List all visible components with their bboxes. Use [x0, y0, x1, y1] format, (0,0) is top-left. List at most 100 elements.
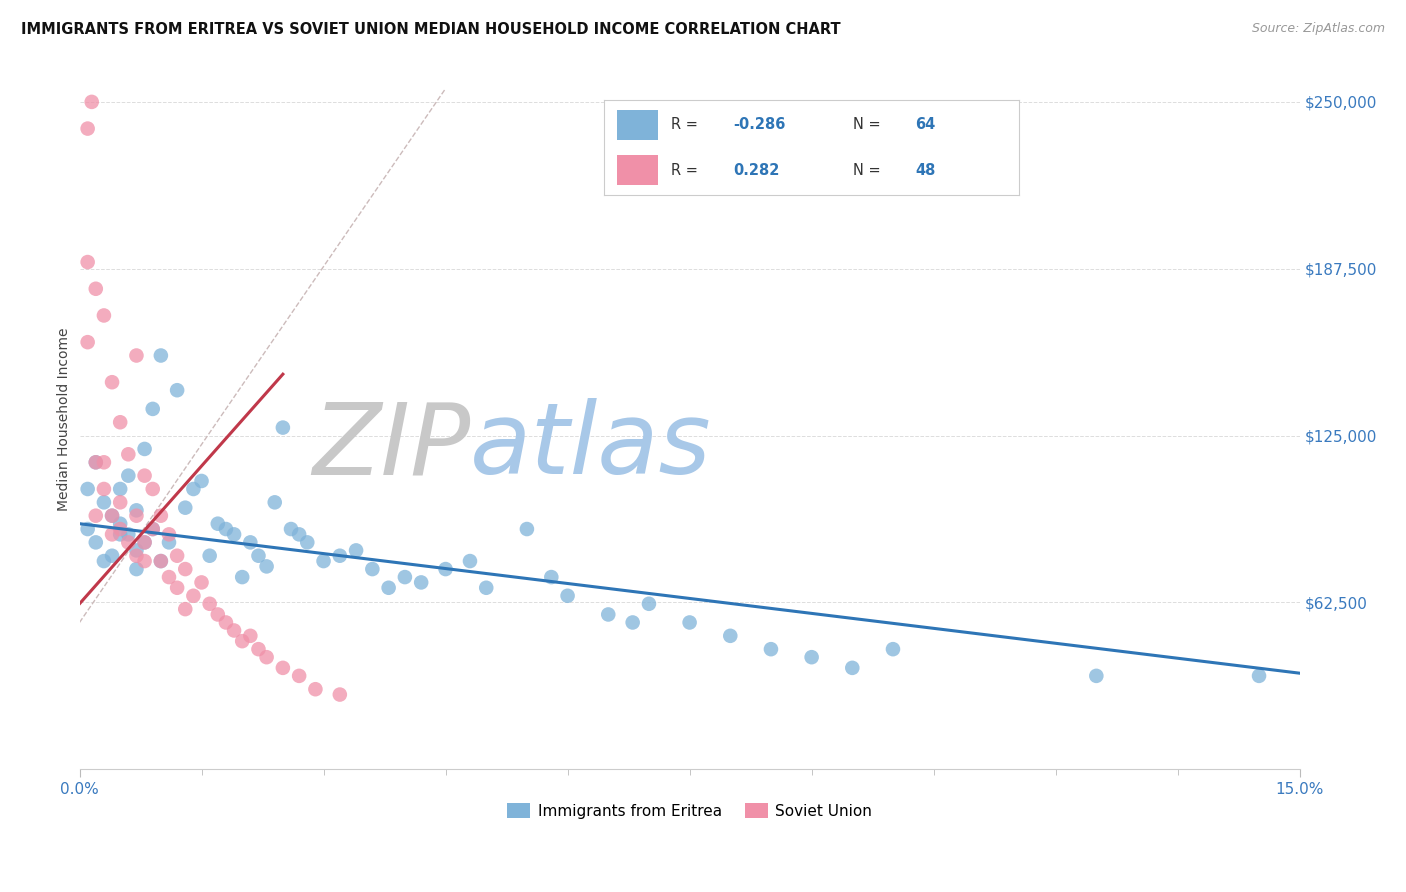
- Point: [215, 615, 238, 630]
- Point: [174, 562, 197, 576]
- Point: [76, 255, 98, 269]
- Point: [231, 634, 253, 648]
- Point: [222, 527, 245, 541]
- Point: [117, 468, 139, 483]
- Point: [263, 495, 285, 509]
- Point: [84, 508, 107, 523]
- Point: [1247, 669, 1270, 683]
- Point: [882, 642, 904, 657]
- Point: [76, 482, 98, 496]
- Point: [125, 503, 148, 517]
- Point: [800, 650, 823, 665]
- Point: [198, 549, 221, 563]
- Point: [108, 415, 131, 429]
- Point: [93, 554, 115, 568]
- Point: [125, 562, 148, 576]
- Text: IMMIGRANTS FROM ERITREA VS SOVIET UNION MEDIAN HOUSEHOLD INCOME CORRELATION CHAR: IMMIGRANTS FROM ERITREA VS SOVIET UNION …: [21, 22, 841, 37]
- Point: [134, 442, 156, 456]
- Point: [101, 508, 124, 523]
- Point: [271, 661, 294, 675]
- Point: [312, 554, 335, 568]
- Point: [101, 549, 124, 563]
- Point: [638, 597, 661, 611]
- Point: [142, 482, 165, 496]
- Point: [475, 581, 498, 595]
- Point: [231, 570, 253, 584]
- Point: [134, 554, 156, 568]
- Point: [174, 500, 197, 515]
- Point: [101, 527, 124, 541]
- Point: [841, 661, 863, 675]
- Point: [557, 589, 579, 603]
- Point: [149, 554, 172, 568]
- Text: atlas: atlas: [470, 399, 711, 495]
- Point: [149, 508, 172, 523]
- Point: [280, 522, 302, 536]
- Point: [516, 522, 538, 536]
- Point: [239, 629, 262, 643]
- Point: [76, 522, 98, 536]
- Point: [411, 575, 433, 590]
- Point: [183, 589, 205, 603]
- Point: [222, 624, 245, 638]
- Point: [239, 535, 262, 549]
- Point: [174, 602, 197, 616]
- Point: [149, 554, 172, 568]
- Point: [142, 401, 165, 416]
- Y-axis label: Median Household Income: Median Household Income: [58, 327, 72, 510]
- Point: [108, 522, 131, 536]
- Point: [84, 282, 107, 296]
- Point: [134, 535, 156, 549]
- Point: [108, 527, 131, 541]
- Point: [80, 95, 103, 109]
- Point: [117, 527, 139, 541]
- Point: [84, 535, 107, 549]
- Point: [142, 522, 165, 536]
- Point: [678, 615, 700, 630]
- Point: [190, 474, 212, 488]
- Point: [134, 535, 156, 549]
- Point: [718, 629, 741, 643]
- Point: [256, 559, 278, 574]
- Point: [149, 349, 172, 363]
- Point: [108, 516, 131, 531]
- Point: [142, 522, 165, 536]
- Point: [157, 535, 180, 549]
- Point: [271, 420, 294, 434]
- Point: [329, 549, 352, 563]
- Point: [76, 121, 98, 136]
- Point: [621, 615, 644, 630]
- Point: [394, 570, 416, 584]
- Point: [304, 682, 326, 697]
- Point: [76, 335, 98, 350]
- Point: [108, 495, 131, 509]
- Point: [1085, 669, 1108, 683]
- Point: [759, 642, 782, 657]
- Text: ZIP: ZIP: [312, 399, 470, 495]
- Point: [540, 570, 562, 584]
- Point: [93, 495, 115, 509]
- Point: [207, 516, 229, 531]
- Point: [125, 543, 148, 558]
- Point: [434, 562, 457, 576]
- Point: [125, 349, 148, 363]
- Point: [256, 650, 278, 665]
- Legend: Immigrants from Eritrea, Soviet Union: Immigrants from Eritrea, Soviet Union: [501, 797, 879, 825]
- Point: [125, 508, 148, 523]
- Point: [344, 543, 367, 558]
- Point: [93, 455, 115, 469]
- Point: [125, 549, 148, 563]
- Point: [93, 482, 115, 496]
- Point: [93, 309, 115, 323]
- Point: [598, 607, 620, 622]
- Text: Source: ZipAtlas.com: Source: ZipAtlas.com: [1251, 22, 1385, 36]
- Point: [84, 455, 107, 469]
- Point: [329, 688, 352, 702]
- Point: [166, 549, 188, 563]
- Point: [166, 383, 188, 397]
- Point: [198, 597, 221, 611]
- Point: [297, 535, 319, 549]
- Point: [361, 562, 384, 576]
- Point: [288, 527, 311, 541]
- Point: [101, 508, 124, 523]
